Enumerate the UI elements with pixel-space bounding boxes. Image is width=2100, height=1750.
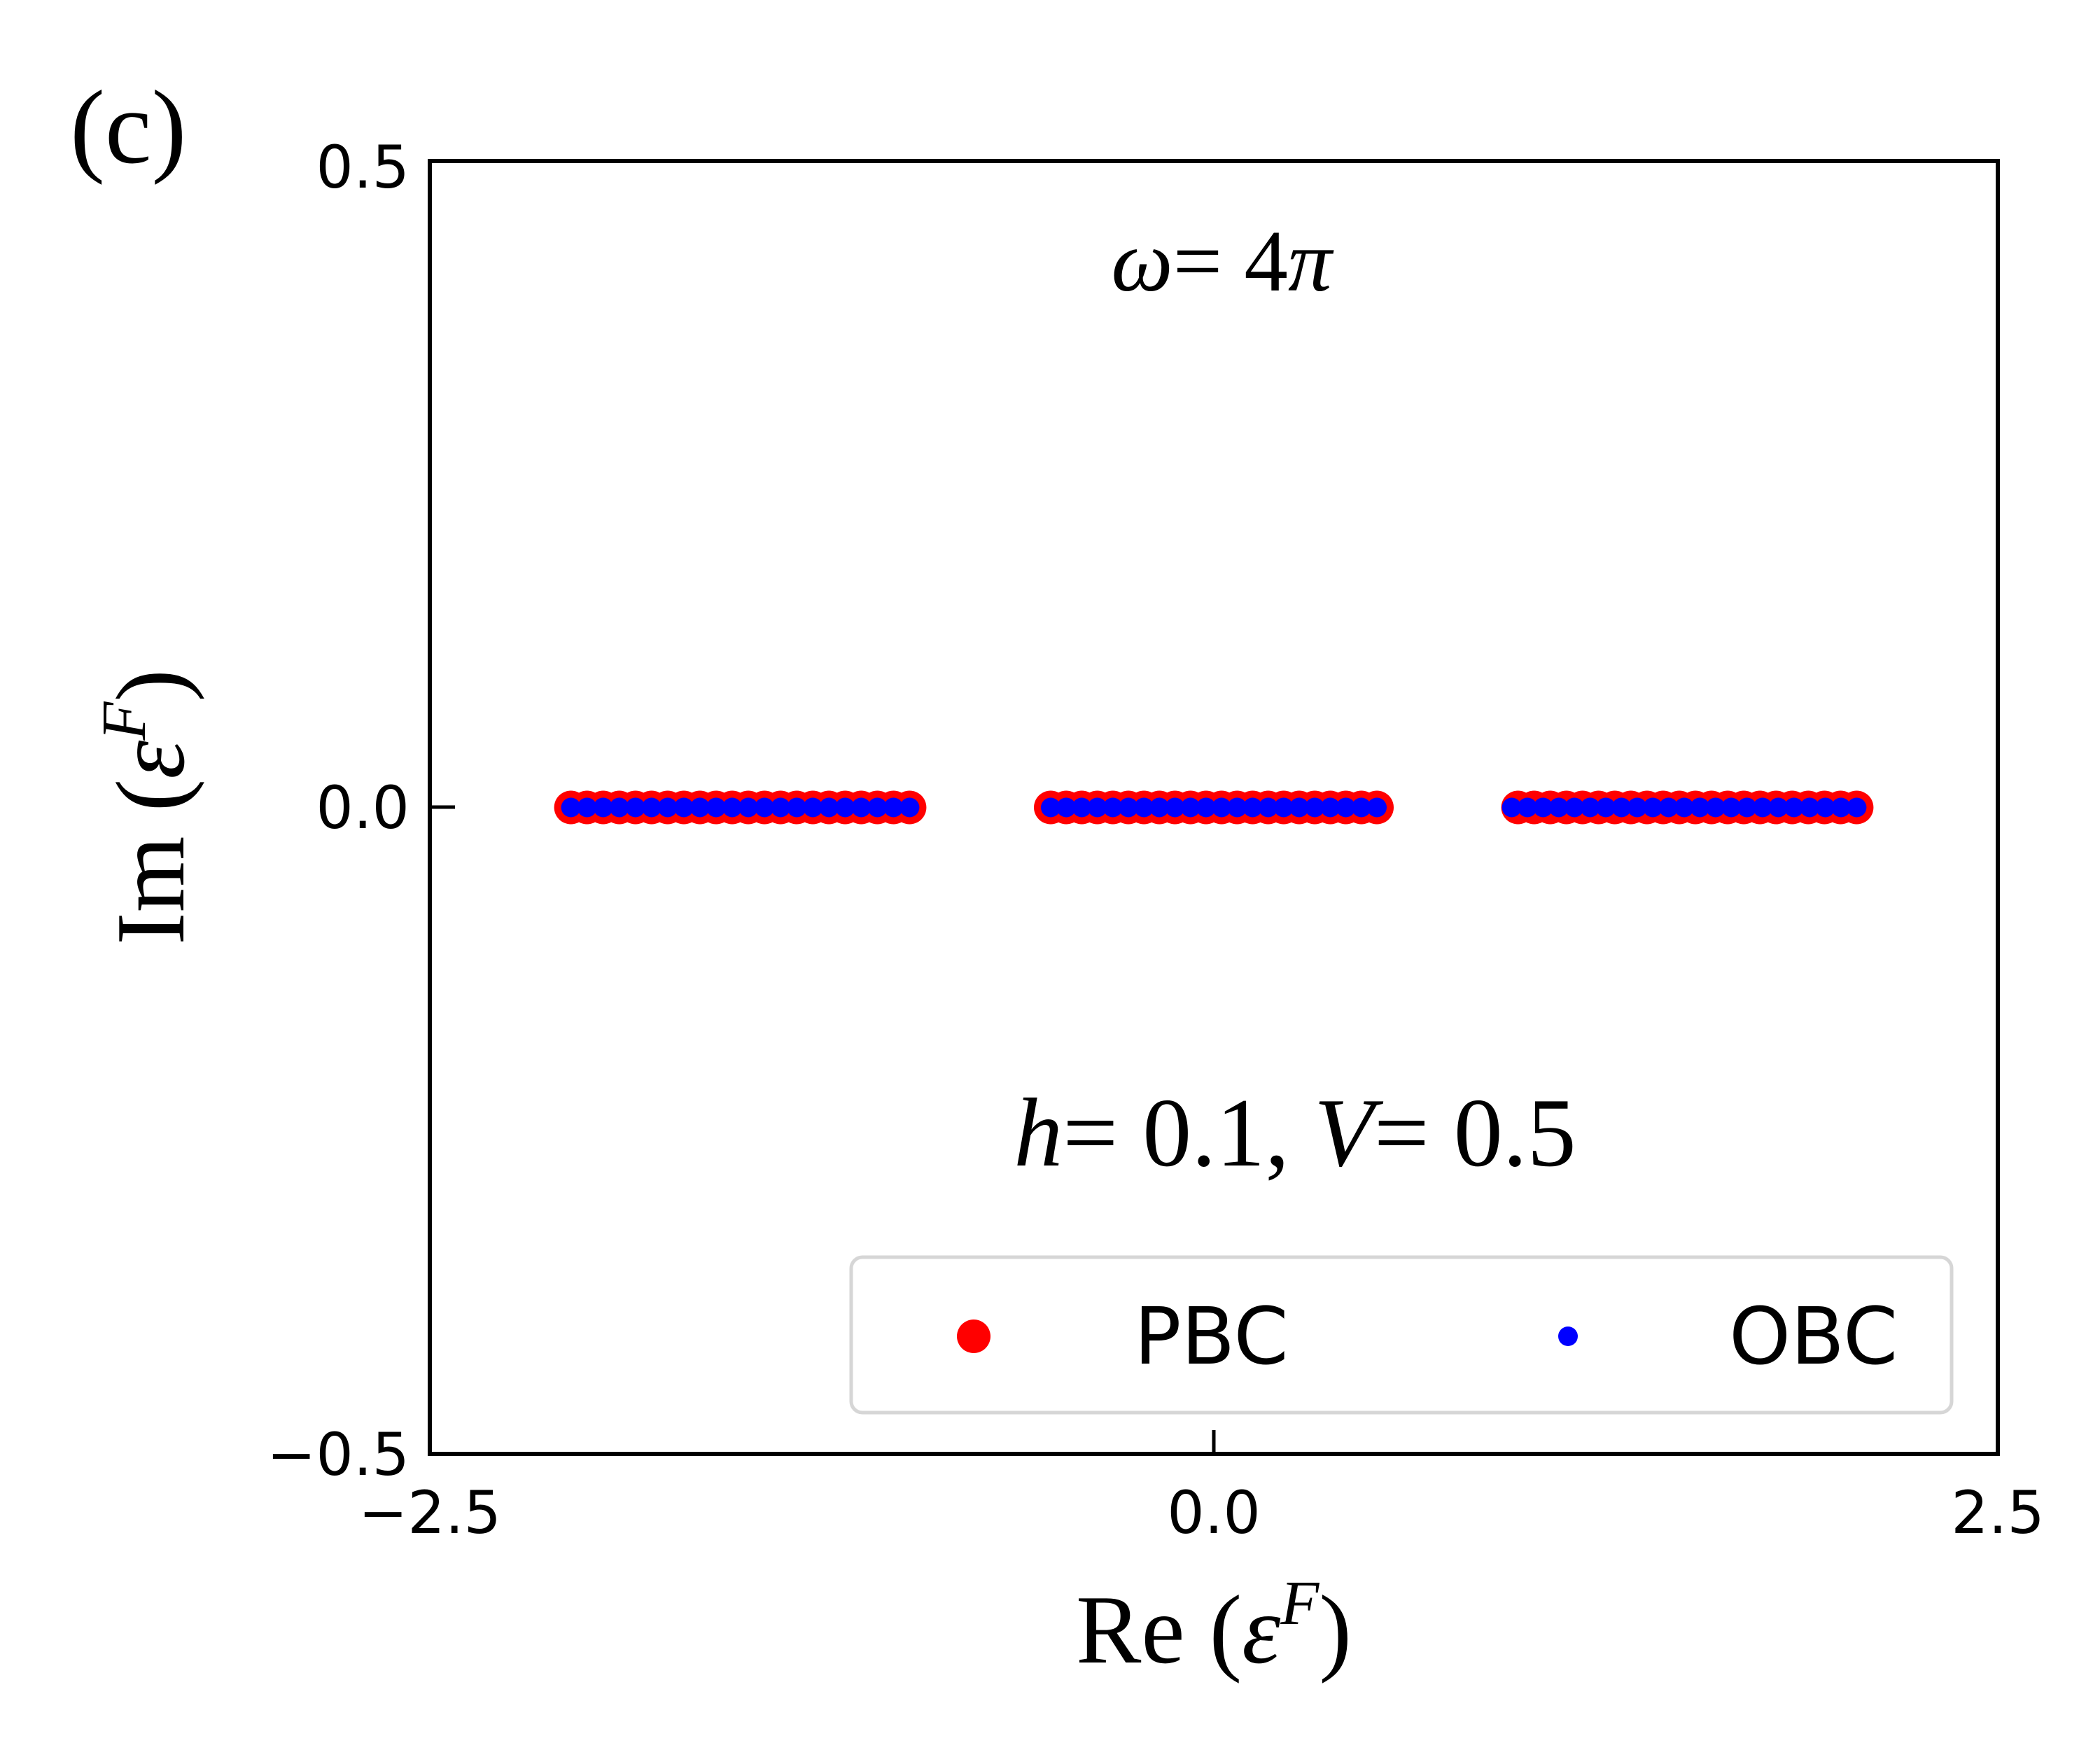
data-point-obc	[1087, 797, 1107, 818]
data-point-obc	[1627, 797, 1647, 818]
data-point-obc	[722, 797, 742, 818]
x-tick-label: −2.5	[358, 1478, 501, 1547]
data-point-obc	[1768, 797, 1788, 818]
data-point-obc	[1596, 797, 1616, 818]
x-axis-label: Re (εF)	[1076, 1569, 1352, 1684]
data-point-obc	[561, 797, 581, 818]
data-point-obc	[1548, 797, 1569, 818]
omega-annotation: ω= 4π	[1111, 214, 1334, 310]
data-point-obc	[1502, 797, 1522, 818]
data-point-obc	[706, 797, 726, 818]
params-annotation: h= 0.1, V= 0.5	[1014, 1079, 1576, 1187]
x-tick-label: 2.5	[1951, 1478, 2045, 1547]
data-point-obc	[803, 797, 823, 818]
legend: PBC OBC	[849, 1255, 1954, 1415]
y-tick-label: 0.0	[316, 774, 410, 842]
legend-marker-pbc	[957, 1320, 990, 1353]
data-point-obc	[1336, 797, 1356, 818]
data-point-obc	[899, 797, 920, 818]
data-point-obc	[755, 797, 775, 818]
legend-marker-obc	[1558, 1326, 1578, 1346]
x-tick-label: 0.0	[1167, 1478, 1261, 1547]
data-point-obc	[1580, 797, 1600, 818]
y-axis: 0.5 0.0 −0.5	[267, 133, 455, 1489]
data-point-obc	[1737, 797, 1757, 818]
data-point-obc	[1149, 797, 1170, 818]
data-point-obc	[673, 797, 694, 818]
data-point-obc	[609, 797, 629, 818]
data-point-obc	[1518, 797, 1537, 818]
data-point-obc	[1643, 797, 1663, 818]
panel-label: (c)	[70, 69, 186, 186]
data-point-obc	[1289, 797, 1309, 818]
data-point-obc	[1305, 797, 1325, 818]
data-point-obc	[1273, 797, 1294, 818]
data-point-obc	[1102, 797, 1123, 818]
data-points	[554, 790, 1874, 825]
y-tick-label: −0.5	[267, 1420, 410, 1489]
data-point-obc	[657, 797, 678, 818]
data-point-obc	[1800, 797, 1820, 818]
data-point-obc	[883, 797, 904, 818]
data-point-obc	[1196, 797, 1216, 818]
legend-frame	[849, 1255, 1954, 1415]
x-axis: −2.5 0.0 2.5	[358, 1430, 2045, 1547]
data-point-obc	[1658, 797, 1679, 818]
data-point-obc	[1072, 797, 1092, 818]
data-point-obc	[851, 797, 872, 818]
data-point-obc	[1690, 797, 1710, 818]
data-point-obc	[1119, 797, 1138, 818]
data-point-obc	[593, 797, 613, 818]
data-point-obc	[738, 797, 758, 818]
data-point-obc	[1041, 797, 1060, 818]
data-point-obc	[1784, 797, 1804, 818]
data-point-obc	[1564, 797, 1585, 818]
data-point-obc	[1831, 797, 1851, 818]
data-point-obc	[1056, 797, 1077, 818]
legend-label-obc: OBC	[1729, 1292, 1898, 1382]
data-point-obc	[1674, 797, 1694, 818]
data-point-obc	[1227, 797, 1247, 818]
data-point-obc	[1320, 797, 1340, 818]
data-point-obc	[819, 797, 839, 818]
legend-label-pbc: PBC	[1134, 1292, 1289, 1382]
series-obc	[561, 797, 1867, 818]
data-point-obc	[577, 797, 597, 818]
data-point-obc	[625, 797, 645, 818]
data-point-obc	[1721, 797, 1742, 818]
data-point-obc	[1815, 797, 1835, 818]
data-point-obc	[1258, 797, 1278, 818]
y-axis-label: Im (εF)	[90, 669, 205, 945]
data-point-obc	[1533, 797, 1553, 818]
data-point-obc	[1753, 797, 1772, 818]
data-point-obc	[641, 797, 662, 818]
data-point-obc	[1847, 797, 1867, 818]
data-point-obc	[771, 797, 791, 818]
data-point-obc	[835, 797, 855, 818]
data-point-obc	[1705, 797, 1726, 818]
y-tick-label: 0.5	[316, 133, 410, 202]
data-point-obc	[1351, 797, 1371, 818]
data-point-obc	[1367, 797, 1387, 818]
data-point-obc	[1242, 797, 1263, 818]
data-point-obc	[867, 797, 888, 818]
data-point-obc	[1180, 797, 1200, 818]
data-point-obc	[1611, 797, 1632, 818]
data-point-obc	[1212, 797, 1232, 818]
data-point-obc	[690, 797, 710, 818]
data-point-obc	[1134, 797, 1154, 818]
data-point-obc	[787, 797, 807, 818]
data-point-obc	[1165, 797, 1185, 818]
